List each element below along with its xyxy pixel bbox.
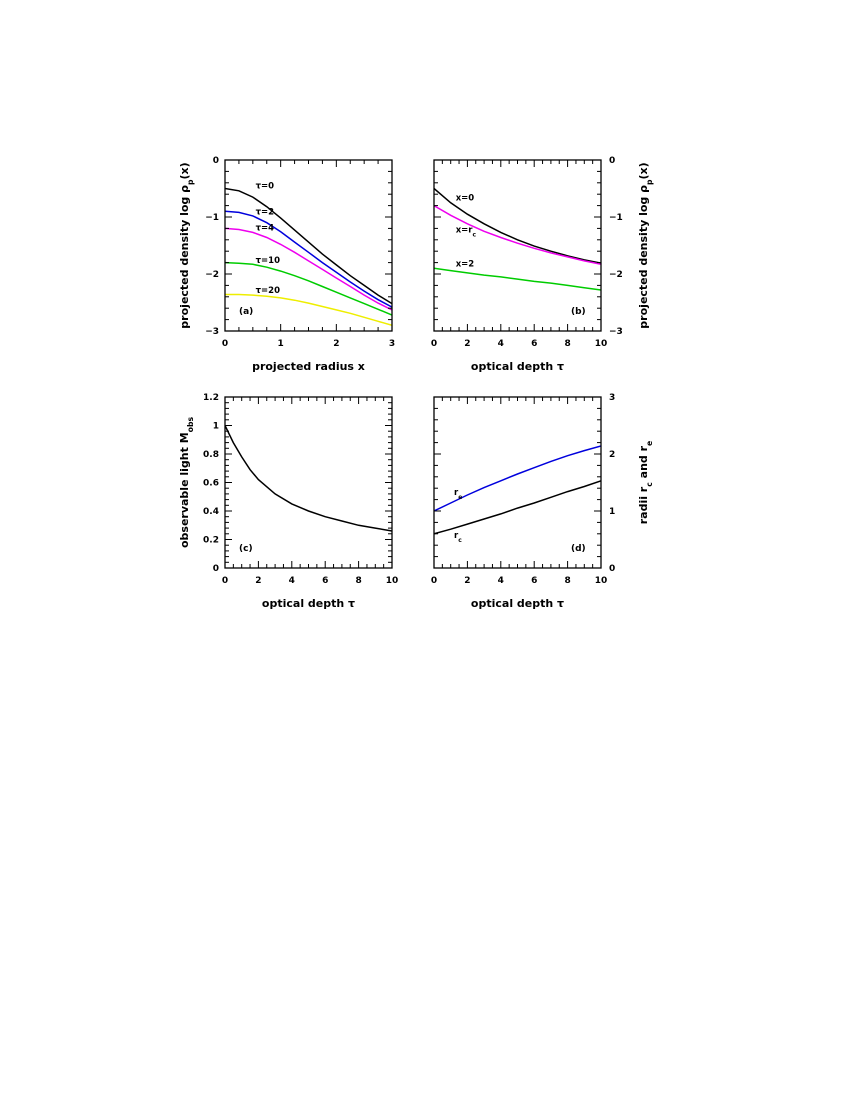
series-line-a-1 [225,210,392,308]
y-axis-title-b: projected density log ρp(x) [637,162,654,328]
x-tick-label-d-5: 10 [595,576,608,586]
y-tick-label-c-6: 1.2 [203,393,219,403]
y-tick-label-d-0: 0 [609,564,615,574]
x-tick-label-d-3: 6 [531,576,537,586]
y-tick-label-b-1: −2 [609,270,623,280]
series-label-d-1: rc [454,531,462,544]
x-tick-label-c-2: 4 [289,576,295,586]
series-label-a-0: τ=0 [256,182,275,192]
panel-label-c: (c) [239,544,253,554]
series-label-b-1: x=rc [456,226,477,239]
series-label-a-3: τ=10 [256,256,280,266]
y-tick-label-b-0: −3 [609,327,623,337]
plot-frame-b [433,159,602,332]
x-tick-label-a-2: 2 [333,339,339,349]
series-label-b-2: x=2 [456,260,475,270]
series-label-a-4: τ=20 [256,286,280,296]
x-tick-label-b-4: 8 [564,339,570,349]
x-tick-label-a-0: 0 [222,339,228,349]
series-line-a-3 [225,261,392,316]
x-tick-label-d-0: 0 [431,576,437,586]
x-tick-label-d-2: 4 [498,576,504,586]
x-tick-label-c-5: 10 [386,576,399,586]
y-tick-label-c-5: 1 [213,422,219,432]
x-tick-label-a-3: 3 [389,339,395,349]
panel-a: τ=0 τ=2 τ=4 τ=10 τ=20 0 1 2 3 −3 −2 −1 0 (a) projected… [178,156,395,373]
x-tick-label-b-3: 6 [531,339,537,349]
y-tick-label-c-0: 0 [213,564,219,574]
y-tick-label-d-3: 3 [609,393,615,403]
series-line-b-2 [434,267,601,291]
y-tick-label-c-3: 0.6 [203,479,219,489]
y-axis-title-c: observable light Mobs [178,417,195,548]
y-axis-title-a: projected density log ρp(x) [178,162,195,328]
x-tick-label-d-4: 8 [564,576,570,586]
y-tick-label-c-4: 0.8 [203,450,219,460]
panel-label-b: (b) [571,307,586,317]
y-tick-label-c-2: 0.4 [203,507,219,517]
y-tick-label-a-0: −3 [205,327,219,337]
series-line-d-1 [434,480,601,535]
y-tick-label-a-2: −1 [205,213,219,223]
y-tick-label-a-3: 0 [213,156,219,166]
x-tick-label-c-3: 6 [322,576,328,586]
x-tick-label-c-4: 8 [355,576,361,586]
x-tick-label-b-2: 4 [498,339,504,349]
plot-frame-c [224,396,393,569]
series-label-a-1: τ=2 [256,207,275,217]
series-line-a-4 [225,293,392,327]
series-line-d-0 [434,445,601,512]
panel-label-d: (d) [571,544,586,554]
x-tick-label-b-0: 0 [431,339,437,349]
panel-c: 0 2 4 6 8 10 0 0.2 0.4 0.6 0.8 1 1.2 (c) optical depth… [178,393,398,610]
x-tick-label-c-1: 2 [255,576,261,586]
x-axis-title-a: projected radius x [252,360,365,373]
x-tick-label-b-5: 10 [595,339,608,349]
series-line-b-1 [434,204,601,266]
x-tick-label-a-1: 1 [278,339,284,349]
y-tick-label-b-2: −1 [609,213,623,223]
x-axis-title-b: optical depth τ [471,360,564,373]
series-label-b-0: x=0 [456,194,475,204]
series-label-d-0: re [454,488,462,501]
y-axis-title-d: radii rc and re [637,441,654,525]
x-tick-label-b-1: 2 [464,339,470,349]
y-tick-label-d-1: 1 [609,507,615,517]
panel-label-a: (a) [239,307,253,317]
x-axis-title-d: optical depth τ [471,597,564,610]
series-line-c-0 [225,425,392,532]
series-line-a-2 [225,227,392,311]
y-tick-label-d-2: 2 [609,450,615,460]
panel-b: x=0 x=rc x=2 0 2 4 6 8 10−3 −2 −1 0 (b) optical depth… [431,156,654,373]
y-tick-label-a-1: −2 [205,270,219,280]
x-tick-label-d-1: 2 [464,576,470,586]
series-label-a-2: τ=4 [256,223,275,233]
x-tick-label-c-0: 0 [222,576,228,586]
y-tick-label-b-3: 0 [609,156,615,166]
x-axis-title-c: optical depth τ [262,597,355,610]
y-tick-label-c-1: 0.2 [203,536,219,546]
series-line-b-0 [434,187,601,264]
series-line-a-0 [225,187,392,305]
